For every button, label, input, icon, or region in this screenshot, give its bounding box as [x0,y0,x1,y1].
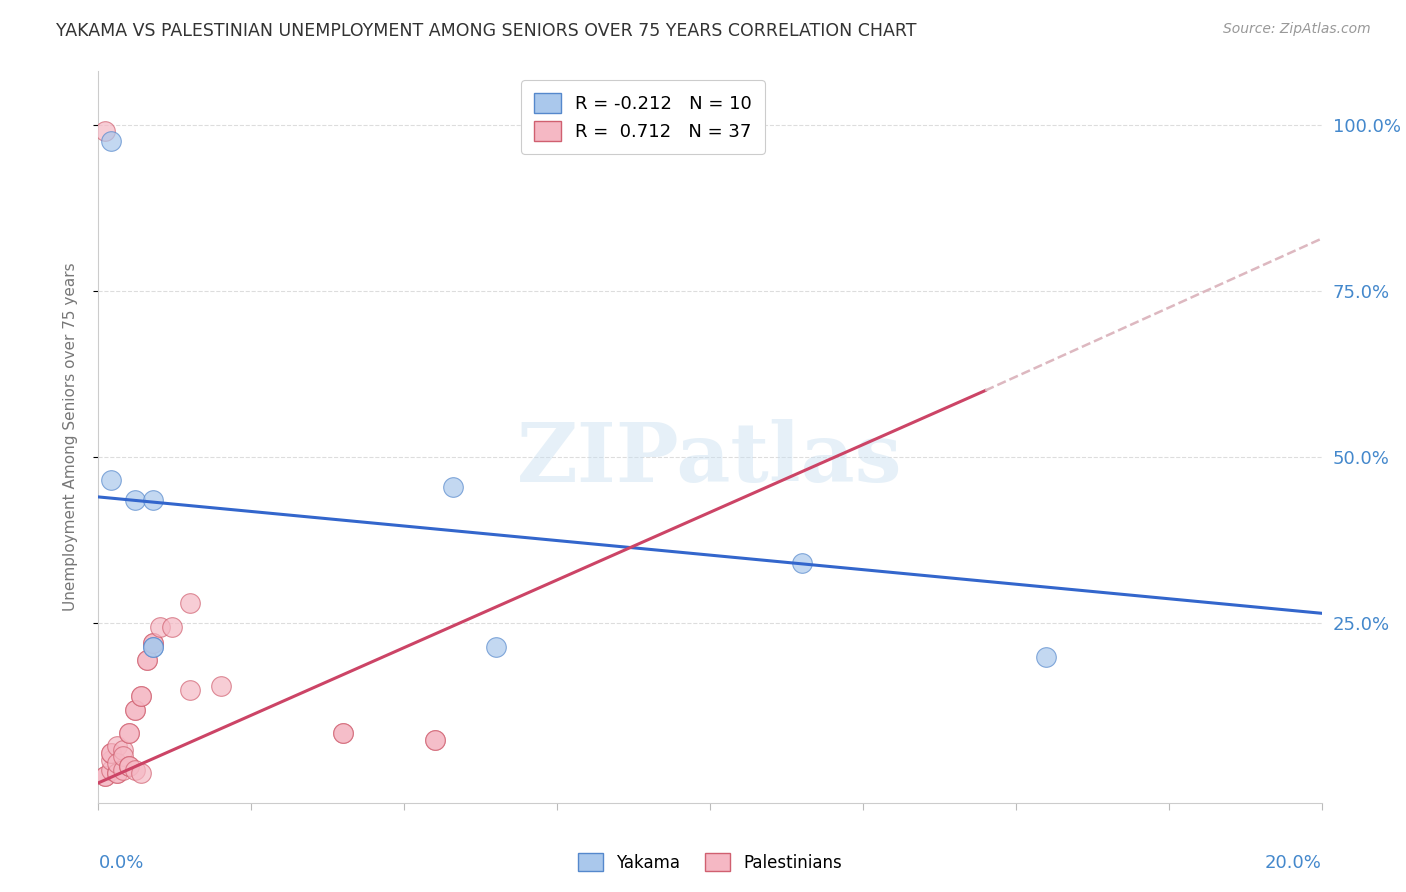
Legend: Yakama, Palestinians: Yakama, Palestinians [571,847,849,879]
Point [124,703,146,717]
Point [136,653,159,667]
Point [790,557,813,571]
Point [105,765,128,780]
Text: 0.0%: 0.0% [98,854,143,872]
Point [142,640,165,654]
Point [93,124,115,138]
Point [105,756,128,770]
Point [149,619,172,633]
Point [100,473,122,487]
Point [111,742,134,756]
Point [485,640,508,654]
Point [136,653,159,667]
Point [124,493,146,508]
Point [332,726,354,740]
Text: 20.0%: 20.0% [1265,854,1322,872]
Point [100,753,122,767]
Point [441,480,464,494]
Y-axis label: Unemployment Among Seniors over 75 years: Unemployment Among Seniors over 75 years [63,263,77,611]
Point [111,749,134,764]
Point [118,759,141,773]
Point [142,636,165,650]
Point [118,759,141,773]
Point [93,769,115,783]
Text: Source: ZipAtlas.com: Source: ZipAtlas.com [1223,22,1371,37]
Text: ZIPatlas: ZIPatlas [517,419,903,499]
Point [332,726,354,740]
Point [423,732,446,747]
Point [124,763,146,777]
Point [423,732,446,747]
Point [105,739,128,754]
Point [160,619,183,633]
Point [124,703,146,717]
Point [129,690,152,704]
Point [111,763,134,777]
Point [142,636,165,650]
Point [142,493,165,508]
Point [179,596,201,610]
Point [93,769,115,783]
Point [100,134,122,148]
Point [129,765,152,780]
Point [118,726,141,740]
Point [100,746,122,760]
Point [118,726,141,740]
Point [179,682,201,697]
Point [209,680,232,694]
Text: YAKAMA VS PALESTINIAN UNEMPLOYMENT AMONG SENIORS OVER 75 YEARS CORRELATION CHART: YAKAMA VS PALESTINIAN UNEMPLOYMENT AMONG… [56,22,917,40]
Point [142,640,165,654]
Point [1035,649,1057,664]
Point [105,765,128,780]
Point [100,746,122,760]
Point [129,690,152,704]
Point [100,763,122,777]
